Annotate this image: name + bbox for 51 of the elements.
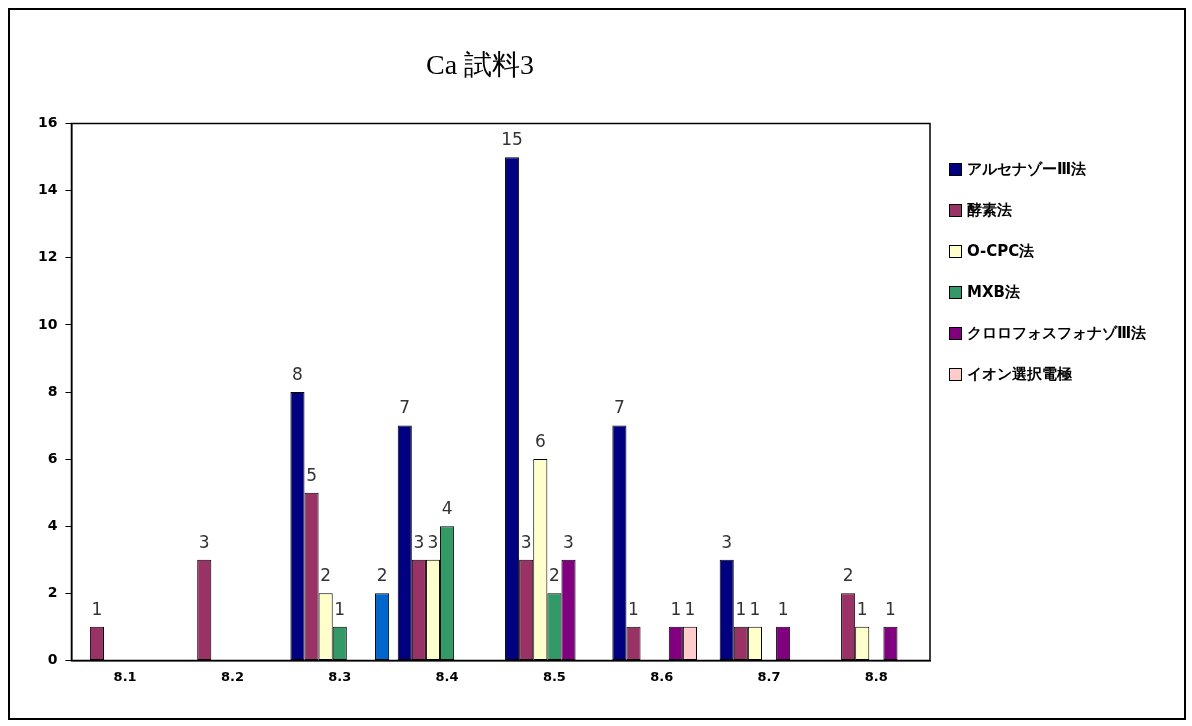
x-tick-label: 8.5 — [542, 668, 566, 684]
data-label: 3 — [563, 531, 574, 552]
data-label: 1 — [735, 598, 747, 619]
legend-label: 酵素法 — [967, 201, 1012, 220]
y-tick-label: 6 — [47, 449, 58, 466]
data-label: 2 — [376, 565, 388, 586]
data-label: 1 — [670, 598, 682, 619]
data-label: 3 — [413, 531, 425, 552]
data-label: 1 — [334, 598, 346, 619]
data-label: 1 — [684, 598, 696, 619]
legend-label: O-CPC法 — [967, 242, 1035, 261]
data-label: 1 — [749, 598, 761, 619]
y-tick-label: 2 — [47, 583, 58, 600]
data-label: 15 — [501, 129, 523, 150]
data-label: 1 — [91, 598, 103, 619]
y-tick-label: 8 — [47, 382, 58, 399]
y-tick-label: 10 — [38, 315, 58, 332]
data-label: 2 — [320, 565, 332, 586]
data-label: 5 — [306, 464, 317, 485]
data-label: 4 — [441, 498, 453, 519]
data-label: 1 — [856, 598, 868, 619]
y-tick-label: 4 — [47, 516, 58, 533]
data-label: 1 — [628, 598, 639, 619]
x-tick-label: 8.8 — [864, 668, 888, 684]
x-tick-label: 8.2 — [220, 668, 244, 684]
legend-label: クロロフォスフォナゾⅢ法 — [967, 324, 1147, 343]
data-label: 3 — [427, 531, 439, 552]
data-label: 8 — [292, 363, 303, 384]
legend-label: MXB法 — [967, 283, 1020, 302]
data-label: 7 — [399, 397, 411, 418]
data-label: 1 — [777, 598, 789, 619]
data-label: 6 — [534, 431, 546, 452]
x-tick-label: 8.7 — [757, 668, 781, 684]
x-tick-label: 8.3 — [328, 668, 352, 684]
data-label: 1 — [885, 598, 896, 619]
chart-title: Ca 試料3 — [425, 49, 535, 81]
legend-label: イオン選択電極 — [967, 365, 1072, 384]
y-tick-label: 16 — [38, 114, 58, 131]
data-label: 3 — [721, 531, 733, 552]
y-tick-label: 12 — [38, 248, 58, 265]
data-label: 2 — [842, 565, 854, 586]
data-label: 3 — [198, 531, 210, 552]
legend-label: アルセナゾーⅢ法 — [967, 160, 1087, 179]
x-tick-label: 8.1 — [113, 668, 137, 684]
x-tick-label: 8.4 — [435, 668, 459, 684]
x-tick-label: 8.6 — [650, 668, 674, 684]
y-tick-label: 0 — [47, 651, 58, 668]
y-tick-label: 14 — [38, 181, 58, 198]
data-label: 2 — [548, 565, 560, 586]
data-label: 3 — [520, 531, 532, 552]
data-label: 7 — [613, 397, 625, 418]
